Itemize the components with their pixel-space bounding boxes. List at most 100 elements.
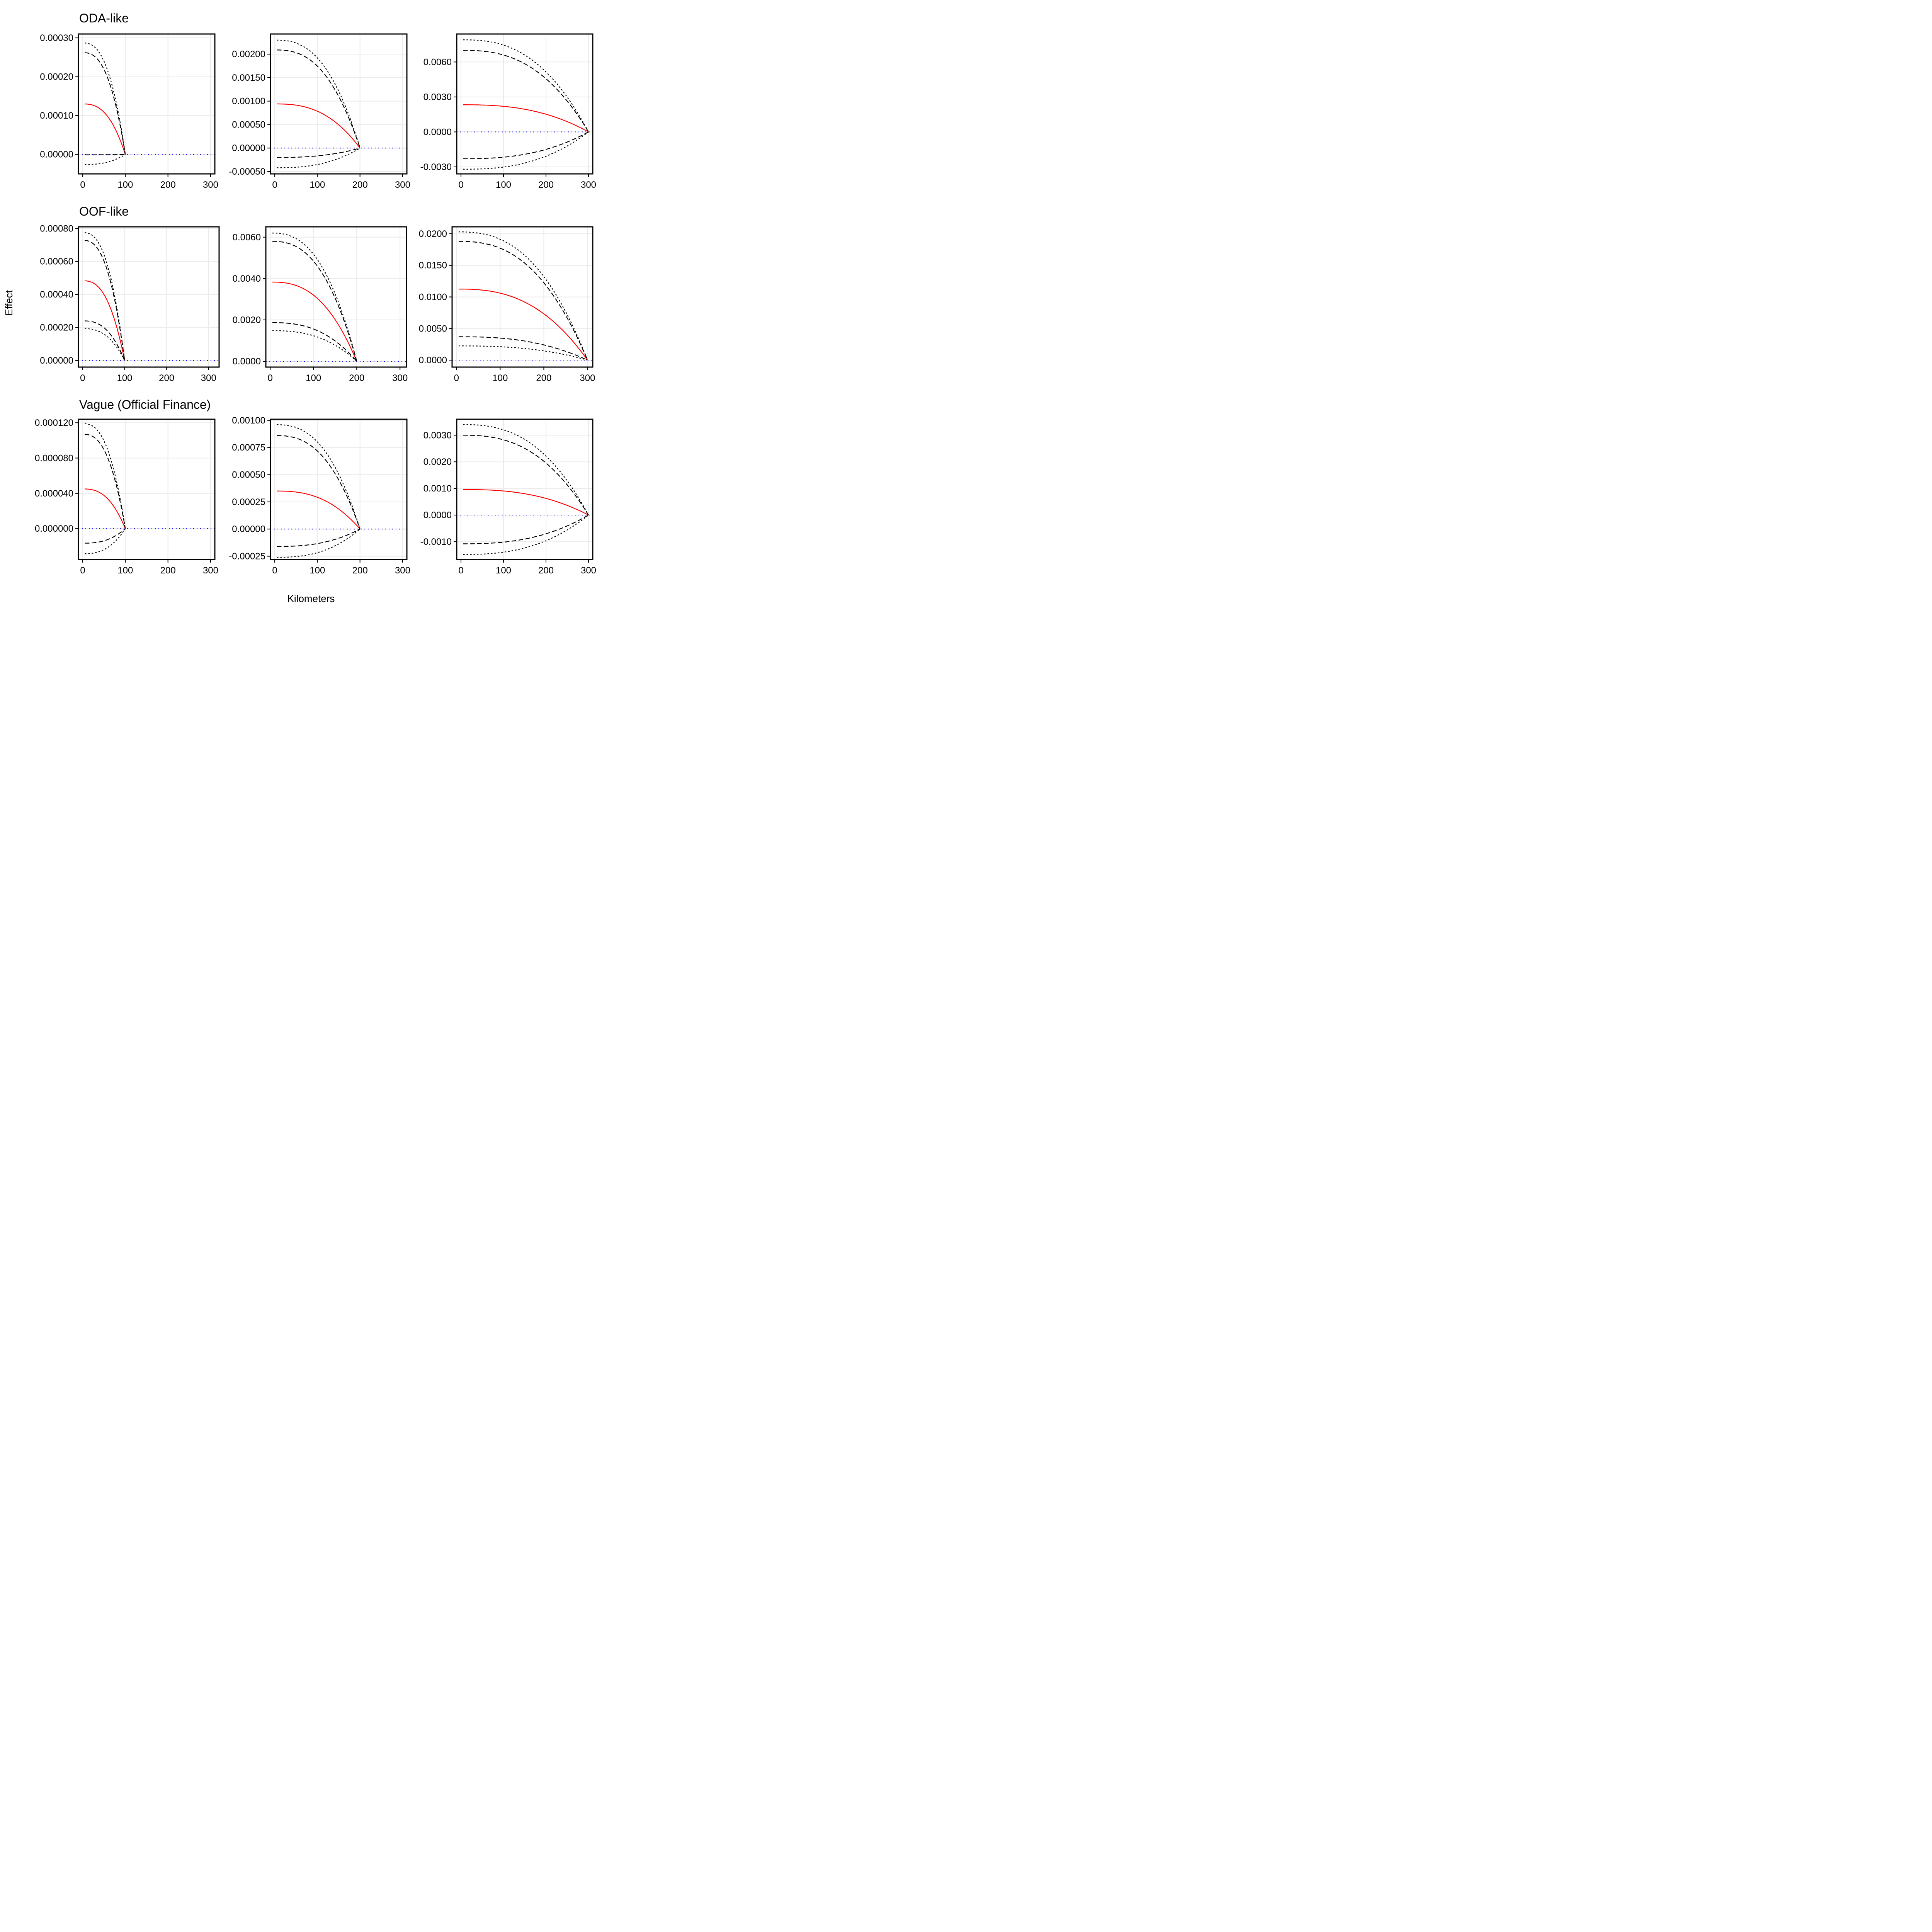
estimate-line (277, 490, 361, 529)
x-tick-label: 200 (352, 565, 368, 576)
ci99-line (85, 528, 126, 554)
y-tick-label: 0.0020 (233, 315, 261, 325)
y-axis-title: Effect (3, 290, 15, 316)
x-tick-label: 200 (538, 565, 554, 576)
estimate-line (85, 280, 125, 361)
y-tick-label: 0.0000 (423, 127, 452, 137)
ci99-line (85, 43, 126, 155)
x-tick-label: 100 (117, 180, 133, 190)
y-tick-label: 0.00050 (232, 119, 265, 130)
ci95-line (272, 241, 357, 362)
x-tick-label: 100 (117, 373, 132, 383)
panel-frame (78, 418, 216, 560)
y-tick-label: -0.0010 (420, 537, 452, 547)
estimate-line (85, 488, 126, 529)
y-tick-label: 0.00100 (232, 415, 265, 426)
x-tick-label: 200 (160, 180, 176, 190)
ci99-line (85, 423, 126, 529)
y-tick-label: 0.000000 (35, 524, 73, 534)
panel-2-1: 0 100 200 300 -0.00025 0.00000 0.00025 0.00050 0… (229, 415, 410, 576)
x-tick-label: 300 (581, 565, 596, 576)
x-tick-label: 100 (310, 565, 325, 576)
y-tick-label: 0.0020 (423, 457, 452, 467)
y-tick-label: 0.00020 (40, 72, 73, 82)
ci99-line (272, 330, 357, 362)
x-tick-label: 300 (392, 373, 408, 383)
y-tick-label: 0.00000 (40, 150, 73, 160)
estimate-line (459, 288, 588, 361)
panel-1-2: 0 100 200 300 0.0000 0.0050 0.0100 0.0150 0.0200 (419, 226, 595, 383)
y-tick-label: 0.00010 (40, 111, 73, 121)
ci99-line (459, 345, 588, 361)
x-tick-label: 0 (80, 565, 85, 576)
ci95-line (463, 515, 589, 544)
panel-frame (270, 418, 408, 560)
x-tick-label: 300 (581, 180, 596, 190)
ci95-line (85, 528, 126, 544)
x-tick-label: 0 (80, 373, 85, 383)
x-tick-label: 100 (496, 565, 511, 576)
ci95-line (272, 322, 357, 362)
x-tick-label: 300 (201, 373, 216, 383)
y-tick-label: 0.00100 (232, 96, 265, 107)
ci95-line (277, 435, 361, 529)
ci99-line (272, 232, 357, 362)
x-tick-label: 100 (306, 373, 321, 383)
y-tick-label: 0.00040 (40, 289, 73, 300)
x-tick-label: 100 (310, 180, 325, 190)
ci95-line (85, 434, 126, 529)
ci95-line (85, 52, 126, 155)
x-tick-label: 0 (454, 373, 459, 383)
panel-0-2: 0 100 200 300 -0.0030 0.0000 0.0030 0.0060 (420, 33, 596, 190)
ci99-line (85, 232, 125, 361)
y-tick-label: 0.0100 (419, 292, 447, 303)
y-tick-label: 0.0000 (423, 510, 452, 520)
y-tick-label: 0.0060 (233, 232, 261, 243)
y-tick-label: 0.00200 (232, 49, 265, 60)
row-title-oof: OOF-like (79, 204, 129, 218)
y-tick-label: 0.0050 (419, 323, 447, 334)
y-tick-label: -0.00025 (229, 551, 265, 562)
ci95-line (463, 50, 589, 132)
estimate-line (272, 281, 357, 362)
x-tick-label: 0 (272, 565, 277, 576)
ci95-line (85, 240, 125, 361)
y-tick-label: 0.0060 (423, 57, 452, 67)
y-tick-label: 0.0200 (419, 229, 447, 239)
x-tick-label: 300 (203, 565, 218, 576)
panel-2-0: 0 100 200 300 0.000000 0.000040 0.000080 0.0001… (35, 418, 218, 576)
ci95-line (85, 320, 125, 361)
y-tick-label: 0.0030 (423, 430, 452, 440)
ci99-line (85, 328, 125, 361)
panel-frame (270, 33, 408, 175)
panel-1-1: 0 100 200 300 0.0000 0.0020 0.0040 0.0060 (233, 226, 408, 383)
y-tick-label: 0.00020 (40, 323, 73, 333)
y-tick-label: 0.000120 (35, 418, 73, 428)
panel-0-1: 0 100 200 300 -0.00050 0.00000 0.00050 0.00100 0… (229, 33, 410, 190)
row-title-vague: Vague (Official Finance) (79, 398, 211, 412)
y-tick-label: 0.00050 (232, 470, 265, 480)
y-tick-label: 0.00000 (232, 524, 265, 534)
y-tick-label: 0.00150 (232, 73, 265, 83)
y-tick-label: 0.0000 (419, 355, 447, 366)
x-tick-label: 200 (352, 180, 368, 190)
panel-frame (456, 418, 594, 560)
ci99-line (277, 529, 361, 558)
y-tick-label: 0.000080 (35, 453, 73, 463)
y-tick-label: 0.0030 (423, 92, 452, 102)
x-tick-label: 300 (395, 180, 410, 190)
row-title-oda: ODA-like (79, 11, 129, 25)
ci95-line (277, 49, 361, 148)
x-tick-label: 0 (80, 180, 85, 190)
panel-frame (456, 33, 594, 175)
y-tick-label: 0.00025 (232, 497, 265, 507)
x-tick-label: 0 (458, 565, 463, 576)
ci99-line (277, 148, 361, 168)
y-tick-label: -0.0030 (420, 162, 452, 172)
ci95-line (459, 241, 588, 361)
x-tick-label: 200 (349, 373, 364, 383)
ci99-line (459, 231, 588, 361)
y-tick-label: 0.0150 (419, 260, 447, 271)
x-tick-label: 0 (458, 180, 463, 190)
